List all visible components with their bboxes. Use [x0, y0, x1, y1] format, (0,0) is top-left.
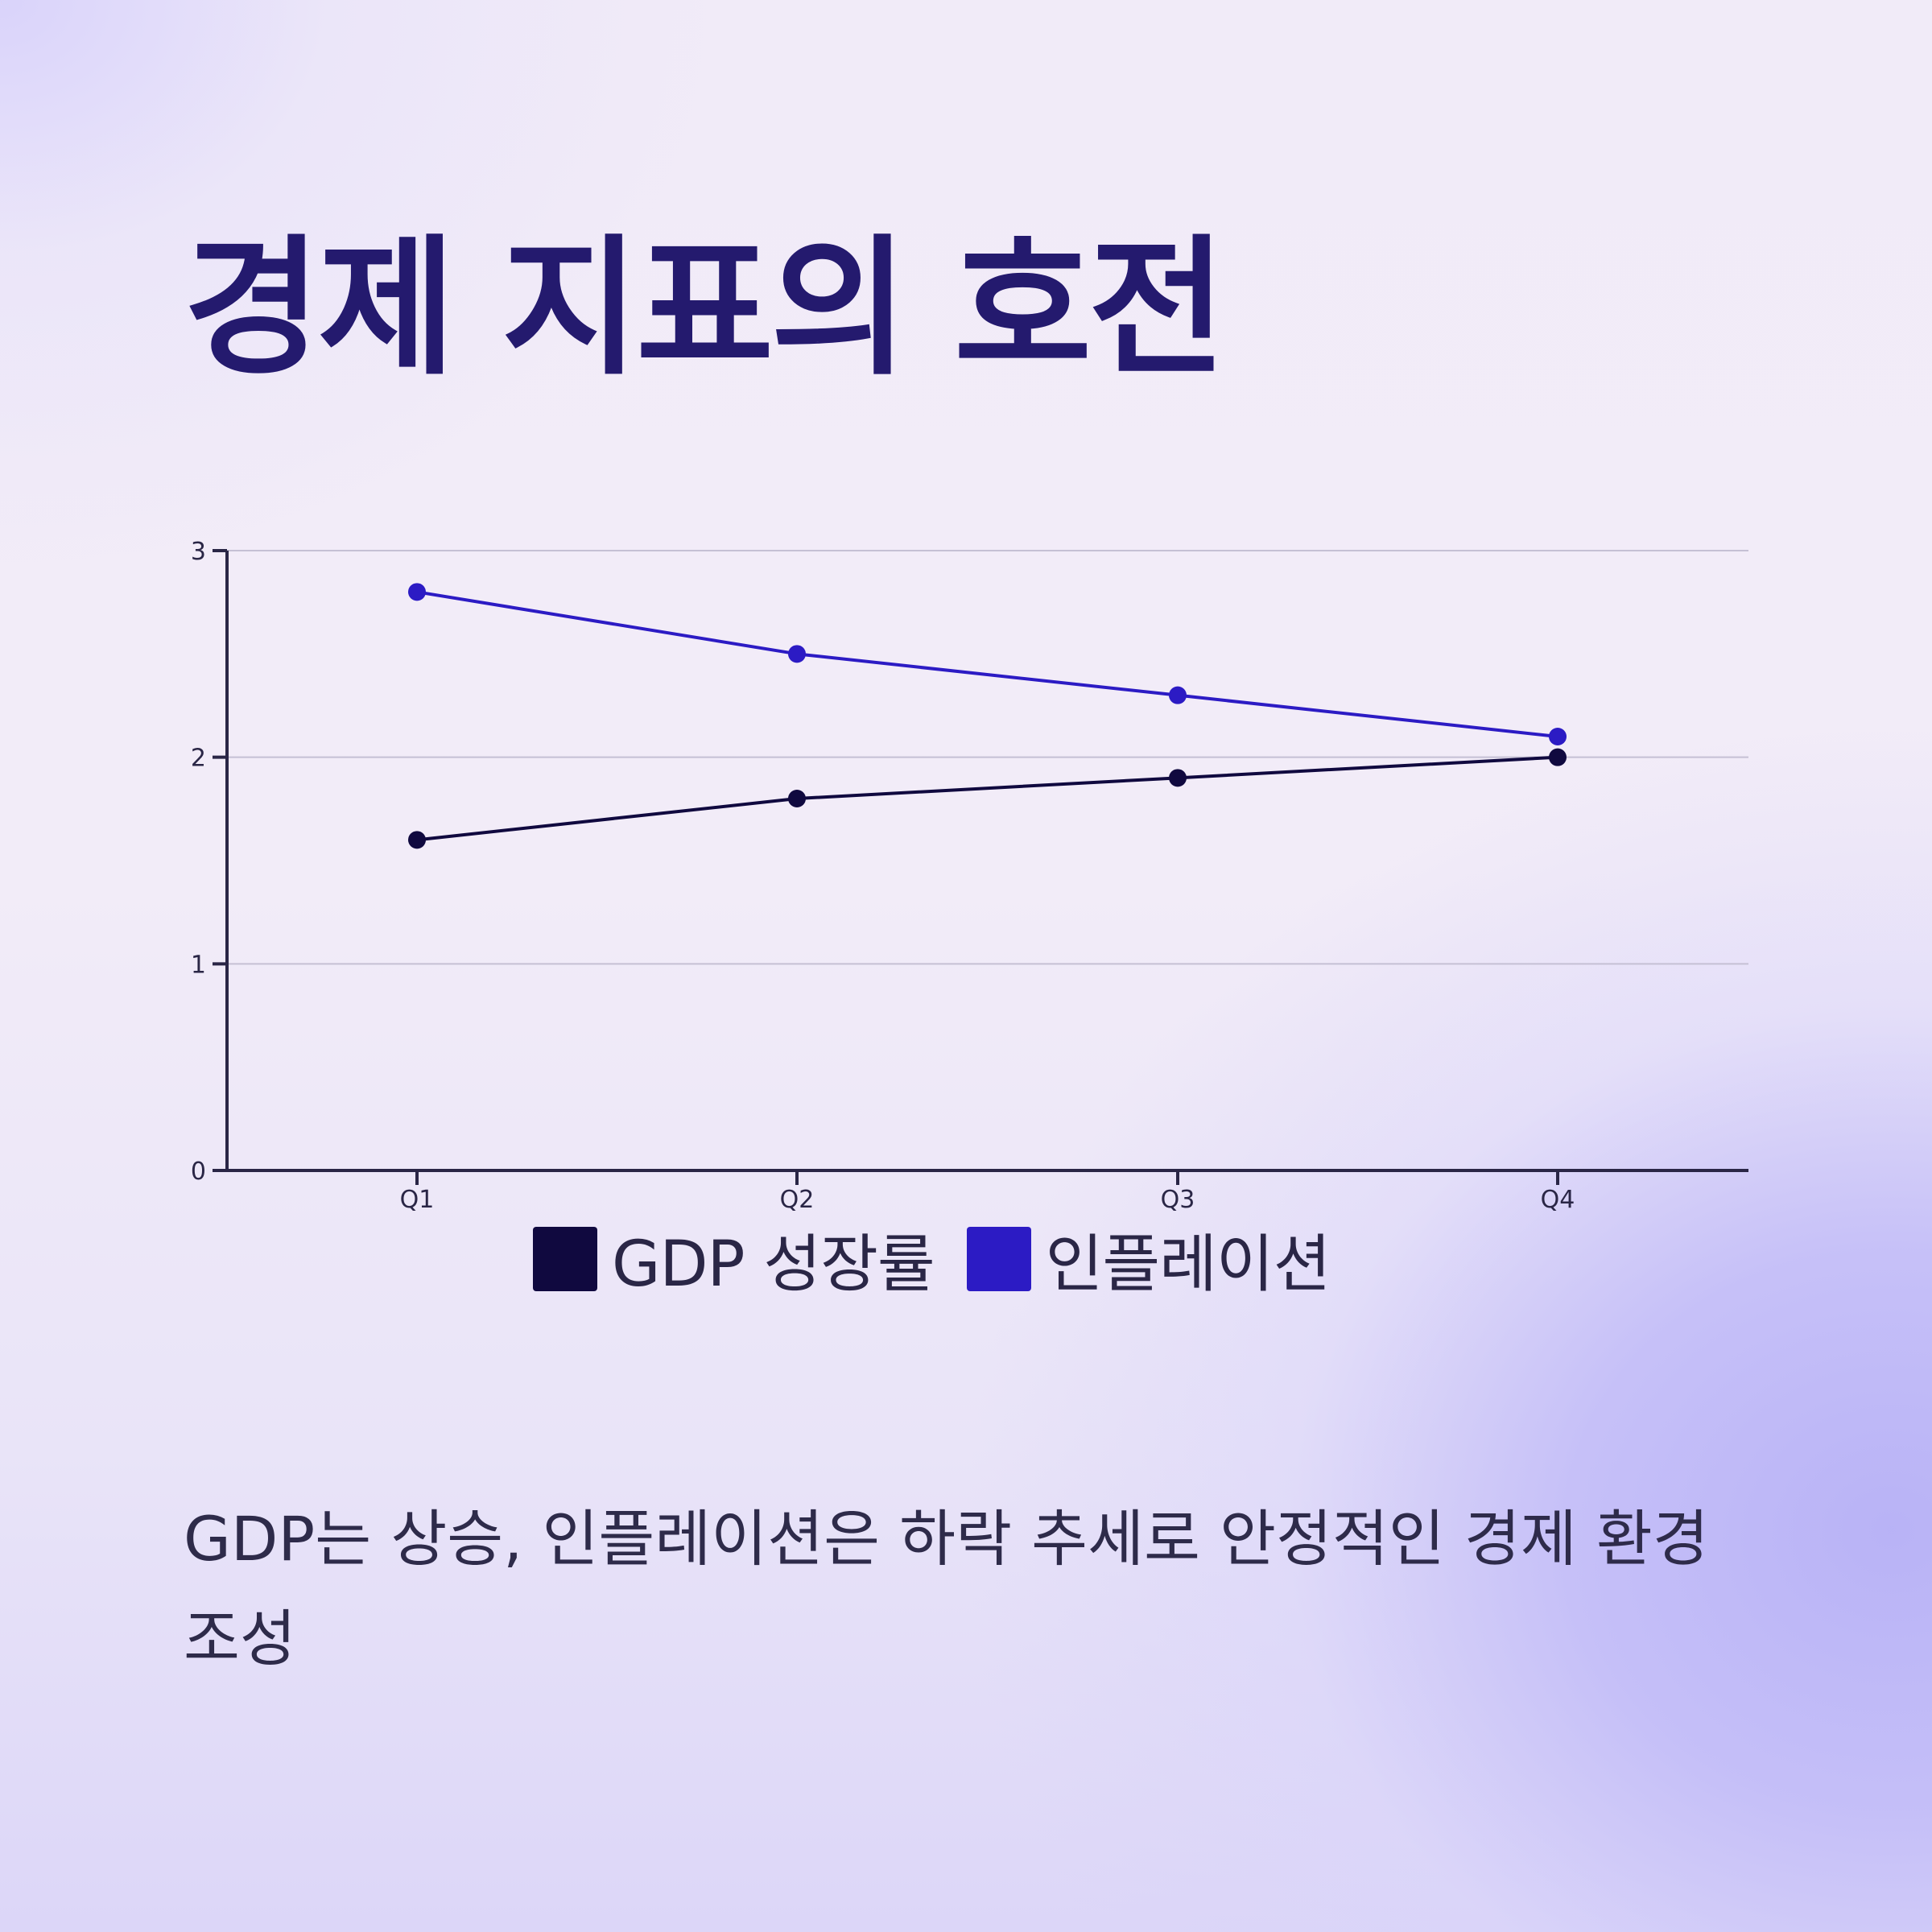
legend-swatch-inflation: [966, 1227, 1031, 1291]
series-line: [416, 590, 1558, 738]
data-point: [1549, 748, 1567, 766]
x-ticks: Q1 Q2 Q3 Q4: [400, 1170, 1575, 1214]
y-ticks: 0 1 2 3: [191, 538, 227, 1186]
legend: GDP 성장률 인플레이션: [533, 1214, 1362, 1304]
legend-label-gdp: GDP 성장률: [612, 1228, 935, 1301]
y-tick-label: 1: [191, 951, 206, 979]
axes: [225, 551, 1748, 1172]
legend-label-inflation: 인플레이션: [1045, 1228, 1331, 1301]
data-point: [1549, 728, 1567, 745]
data-point: [788, 645, 806, 663]
data-point: [408, 583, 426, 601]
legend-item-gdp: GDP 성장률: [533, 1214, 935, 1304]
data-point: [788, 790, 806, 807]
x-tick-label: Q1: [400, 1186, 435, 1214]
series-line: [416, 755, 1558, 842]
data-point: [408, 831, 426, 849]
y-tick-label: 2: [191, 745, 206, 773]
legend-swatch-gdp: [533, 1227, 597, 1291]
x-tick-label: Q2: [780, 1186, 815, 1214]
legend-item-inflation: 인플레이션: [966, 1214, 1331, 1304]
series-gdp: [408, 748, 1567, 849]
series-inflation: [408, 583, 1567, 745]
grid-lines: [227, 550, 1748, 965]
line-chart: 0 1 2 3 Q1 Q2 Q3 Q4: [191, 538, 1748, 1214]
page-title: 경제 지표의 호전: [184, 221, 1226, 395]
data-point: [1169, 769, 1187, 787]
y-tick-label: 0: [191, 1158, 206, 1186]
x-tick-label: Q3: [1161, 1186, 1195, 1214]
x-tick-label: Q4: [1541, 1186, 1575, 1214]
series: [408, 583, 1567, 849]
data-point: [1169, 686, 1187, 704]
caption-text: GDP는 상승, 인플레이션은 하락 추세로 안정적인 경제 환경 조성: [184, 1503, 1709, 1674]
y-tick-label: 3: [191, 538, 206, 566]
